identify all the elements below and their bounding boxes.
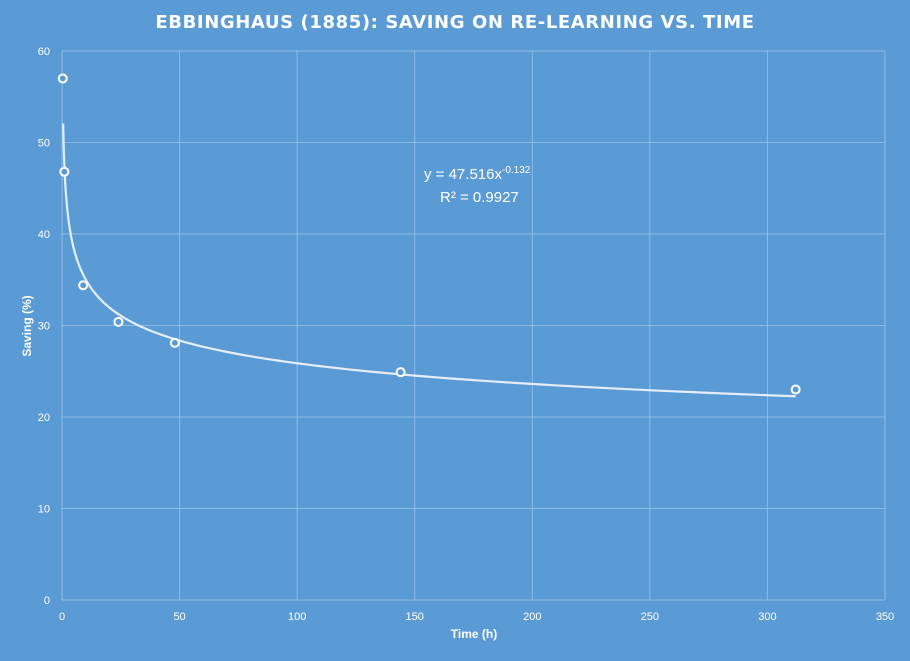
data-point (113, 316, 124, 327)
data-point (169, 337, 180, 348)
x-tick-label: 350 (876, 611, 894, 623)
data-points (57, 73, 801, 395)
trendline (62, 123, 796, 398)
y-tick-label: 60 (38, 46, 50, 58)
data-point (395, 367, 406, 378)
x-tick-label: 250 (641, 611, 659, 623)
y-tick-label: 10 (38, 504, 50, 516)
x-axis-title: Time (h) (451, 627, 497, 641)
x-axis-ticks: 0 50 100 150 200 250 300 350 (59, 611, 894, 623)
data-point (790, 384, 801, 395)
x-tick-label: 50 (173, 611, 185, 623)
trendline-equation-base: y = 47.516x (424, 166, 502, 183)
data-point (59, 166, 70, 177)
y-axis-title: Saving (%) (20, 295, 34, 356)
y-tick-label: 30 (38, 321, 50, 333)
y-tick-label: 50 (38, 138, 50, 150)
r-squared-label: R² = 0.9927 (440, 189, 519, 206)
x-tick-label: 200 (523, 611, 541, 623)
y-tick-label: 20 (38, 412, 50, 424)
chart-title: EBBINGHAUS (1885): SAVING ON RE-LEARNING… (155, 12, 754, 33)
y-tick-label: 0 (44, 595, 50, 607)
y-tick-label: 40 (38, 229, 50, 241)
trendline-equation-exponent: -0.132 (502, 165, 531, 176)
y-axis-ticks: 0 10 20 30 40 50 60 (38, 46, 50, 607)
x-tick-label: 0 (59, 611, 65, 623)
x-tick-label: 150 (406, 611, 424, 623)
trendline-equation: y = 47.516x-0.132 (424, 165, 531, 183)
x-tick-label: 100 (288, 611, 306, 623)
data-point (78, 280, 89, 291)
data-point (57, 73, 68, 84)
gridlines (61, 50, 886, 601)
x-tick-label: 300 (758, 611, 776, 623)
